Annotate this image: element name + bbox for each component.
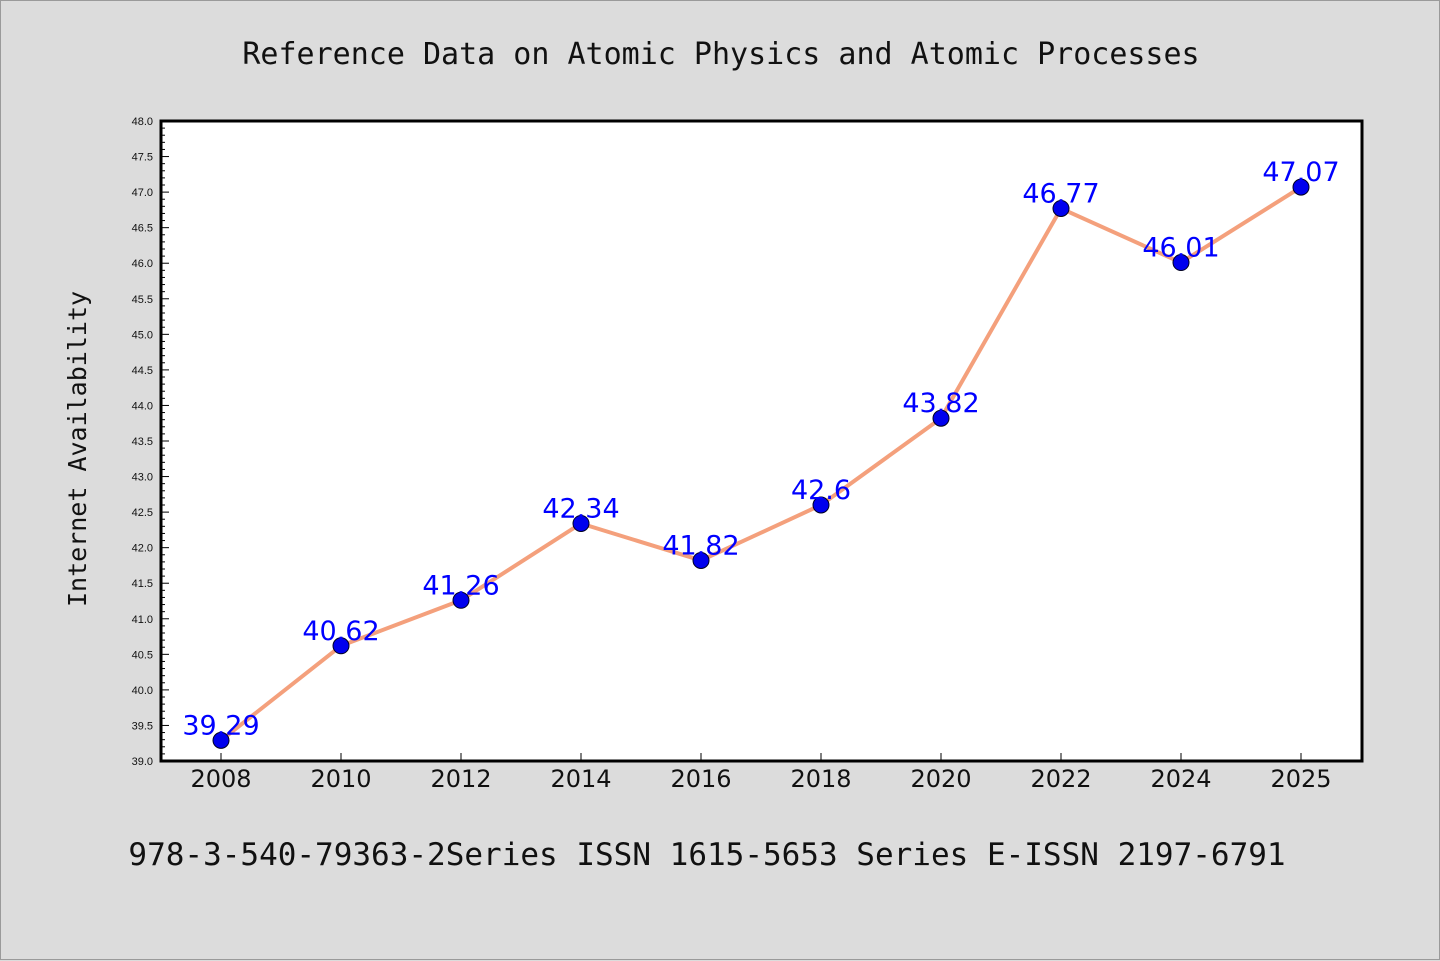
y-tick-label: 43.0 bbox=[132, 472, 153, 484]
x-tick-label: 2024 bbox=[1150, 765, 1211, 793]
x-tick-label: 2008 bbox=[190, 765, 251, 793]
chart-title: Reference Data on Atomic Physics and Ato… bbox=[242, 37, 1199, 72]
y-tick-label: 47.5 bbox=[132, 152, 153, 164]
x-tick-label: 2016 bbox=[670, 765, 731, 793]
y-tick-label: 46.5 bbox=[132, 223, 153, 235]
y-tick-label: 41.5 bbox=[132, 578, 153, 590]
y-tick-label: 43.5 bbox=[132, 436, 153, 448]
data-point-marker bbox=[1052, 199, 1070, 217]
y-tick-label: 39.5 bbox=[132, 720, 153, 732]
data-point-marker bbox=[692, 551, 710, 569]
data-label: 42.6 bbox=[791, 475, 851, 506]
x-tick-label: 2012 bbox=[430, 765, 491, 793]
y-tick-label: 44.5 bbox=[132, 365, 153, 377]
plot-area bbox=[159, 119, 1364, 763]
data-point-marker bbox=[452, 591, 470, 609]
data-label: 39.29 bbox=[182, 710, 259, 741]
y-tick-label: 40.0 bbox=[132, 685, 153, 697]
data-label: 42.34 bbox=[542, 493, 619, 524]
data-point-marker bbox=[572, 514, 590, 532]
data-label: 41.26 bbox=[422, 570, 499, 601]
data-label: 40.62 bbox=[302, 616, 379, 647]
y-tick-label: 40.5 bbox=[132, 649, 153, 661]
y-tick-label: 46.0 bbox=[132, 258, 153, 270]
y-tick-label: 44.0 bbox=[132, 400, 153, 412]
y-tick-label: 42.5 bbox=[132, 507, 153, 519]
data-label: 46.01 bbox=[1142, 233, 1219, 264]
x-axis: 2008 2010 2012 2014 2016 2018 2020 2022 2024 2025 bbox=[190, 753, 1332, 793]
y-tick-label: 42.0 bbox=[132, 543, 153, 555]
data-point-marker bbox=[1292, 178, 1310, 196]
series-line bbox=[219, 185, 1303, 743]
footer-isbn-text: 978-3-540-79363-2Series ISSN 1615-5653 S… bbox=[128, 837, 1285, 873]
y-tick-label: 45.0 bbox=[132, 329, 153, 341]
x-tick-label: 2025 bbox=[1270, 765, 1331, 793]
x-tick-label: 2020 bbox=[910, 765, 971, 793]
data-label: 47.07 bbox=[1262, 157, 1339, 188]
data-point-marker bbox=[812, 496, 830, 514]
data-point-marker bbox=[932, 409, 950, 427]
data-point-marker bbox=[1172, 254, 1190, 272]
series-group bbox=[212, 178, 1310, 749]
x-tick-label: 2022 bbox=[1030, 765, 1091, 793]
data-labels-group: 39.29 40.62 41.26 42.34 41.82 42.6 43.82 46.77 4… bbox=[182, 157, 1339, 741]
x-tick-label: 2014 bbox=[550, 765, 611, 793]
data-point-marker bbox=[212, 731, 230, 749]
x-tick-label: 2010 bbox=[310, 765, 371, 793]
data-label: 46.77 bbox=[1022, 178, 1099, 209]
y-axis-label: Internet Availability bbox=[63, 291, 92, 607]
y-tick-label: 39.0 bbox=[132, 756, 153, 768]
data-label: 41.82 bbox=[662, 530, 739, 561]
data-label: 43.82 bbox=[902, 388, 979, 419]
y-tick-label: 48.0 bbox=[132, 116, 153, 128]
data-point-marker bbox=[332, 637, 350, 655]
y-axis: 39.0 39.5 40.0 40.5 41.0 41.5 42.0 42.5 43.0 43.5… bbox=[132, 116, 169, 768]
y-tick-label: 41.0 bbox=[132, 614, 153, 626]
y-tick-label: 47.0 bbox=[132, 187, 153, 199]
x-tick-label: 2018 bbox=[790, 765, 851, 793]
y-tick-label: 45.5 bbox=[132, 294, 153, 306]
